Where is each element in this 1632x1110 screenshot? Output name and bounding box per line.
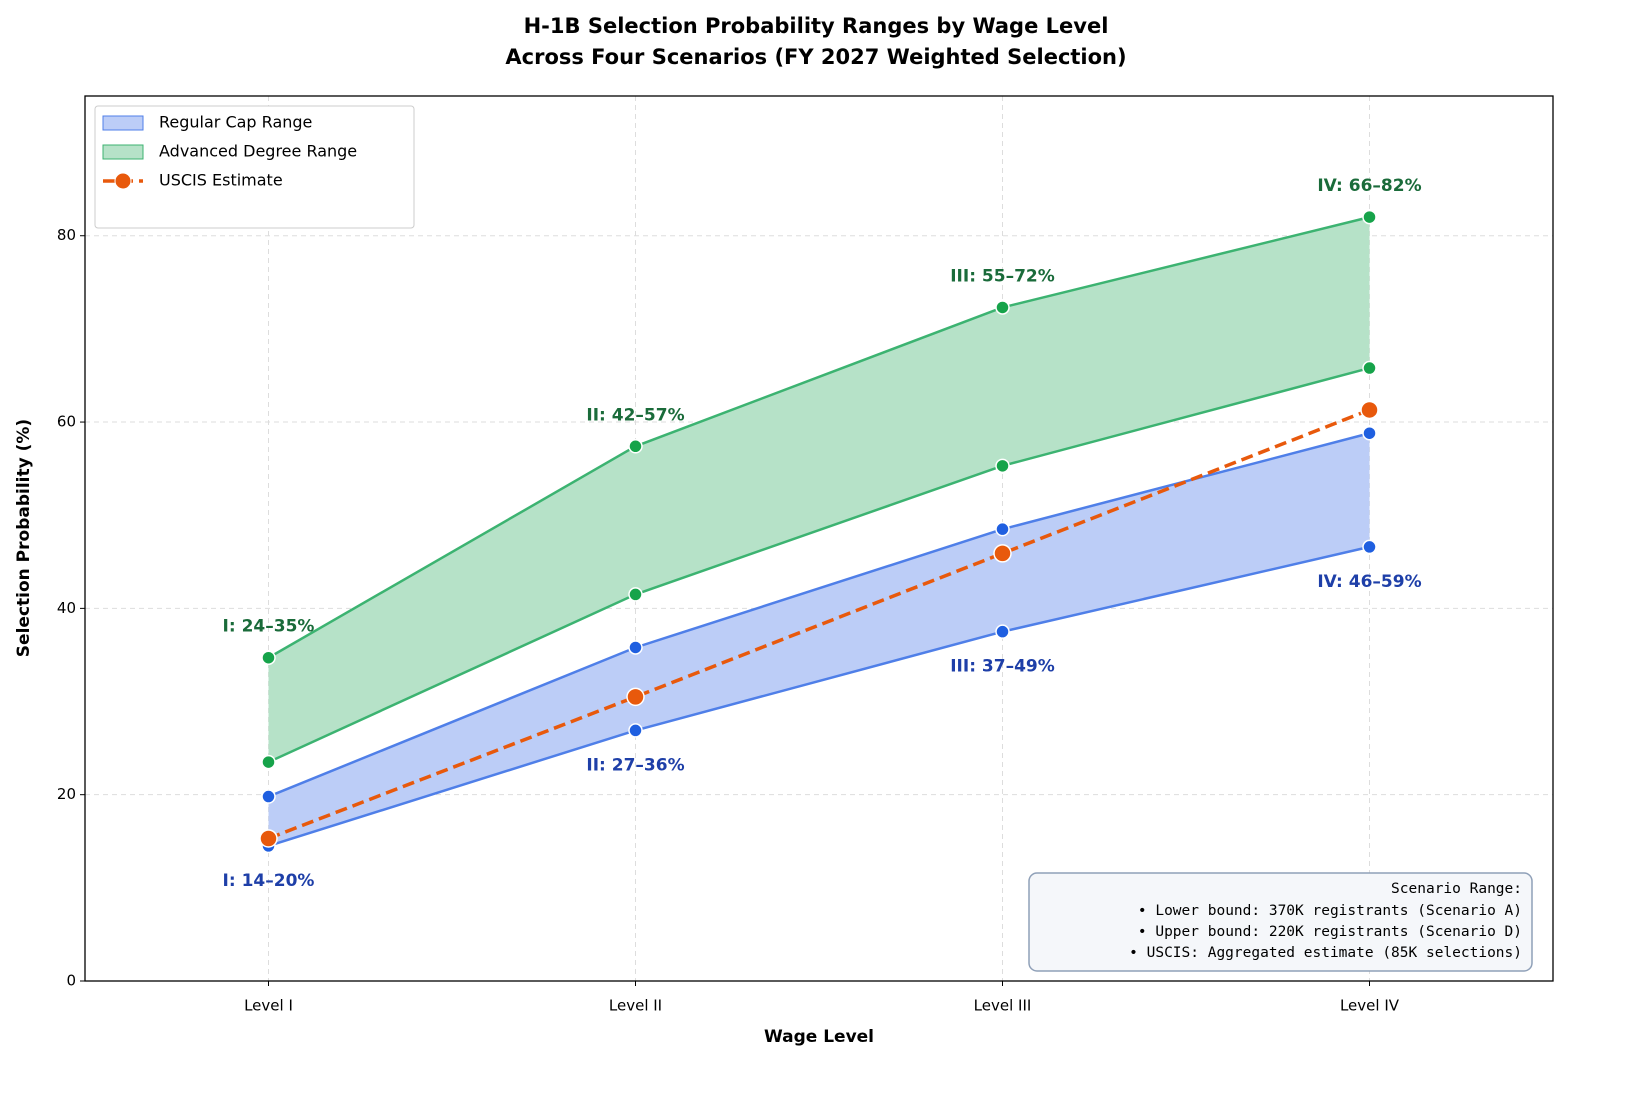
legend-label: USCIS Estimate xyxy=(159,171,283,190)
range-label: II: 42–57% xyxy=(586,405,684,425)
note-line: • Upper bound: 220K registrants (Scenari… xyxy=(1138,924,1522,940)
series-point xyxy=(1360,400,1379,420)
range-point xyxy=(995,624,1010,639)
note-line: • Lower bound: 370K registrants (Scenari… xyxy=(1138,903,1522,919)
legend-swatch xyxy=(102,144,144,160)
x-tick-label: Level I xyxy=(244,997,293,1015)
x-tick-label: Level III xyxy=(974,997,1032,1015)
y-tick-label: 40 xyxy=(57,599,76,617)
range-line xyxy=(268,545,1370,848)
plot-frame xyxy=(84,95,1554,982)
range-point xyxy=(261,650,276,665)
range-point xyxy=(995,458,1010,474)
range-label: II: 27–36% xyxy=(586,755,684,775)
range-point xyxy=(628,587,643,602)
range-label: IV: 66–82% xyxy=(1317,176,1421,196)
series-point xyxy=(993,544,1012,563)
range-label: I: 14–20% xyxy=(223,871,315,891)
y-tick-label: 60 xyxy=(57,413,76,431)
range-point xyxy=(995,300,1010,315)
range-area xyxy=(268,433,1370,846)
range-label: III: 37–49% xyxy=(950,657,1055,677)
note-title: Scenario Range: xyxy=(1391,881,1522,897)
legend-swatch xyxy=(102,115,144,131)
range-point xyxy=(995,521,1010,537)
range-point xyxy=(1362,209,1377,225)
range-label: I: 24–35% xyxy=(223,617,315,637)
note-box xyxy=(1028,872,1533,972)
range-line xyxy=(267,215,1370,659)
series-point xyxy=(626,687,645,707)
range-point xyxy=(1362,539,1377,555)
range-point xyxy=(628,723,643,738)
legend-box xyxy=(94,105,415,229)
x-tick-label: Level II xyxy=(609,997,662,1015)
y-tick-label: 20 xyxy=(57,785,76,803)
range-label: IV: 46–59% xyxy=(1317,572,1421,592)
x-tick-label: Level IV xyxy=(1340,997,1400,1015)
legend-label: Regular Cap Range xyxy=(159,113,312,132)
chart-title: H-1B Selection Probability Ranges by Wag… xyxy=(524,14,1109,38)
range-point xyxy=(261,754,276,770)
range-area xyxy=(268,217,1370,763)
y-tick-label: 0 xyxy=(66,972,76,990)
y-axis-label: Selection Probability (%) xyxy=(14,419,34,657)
note-line: • USCIS: Aggregated estimate (85K select… xyxy=(1129,945,1522,961)
legend-label: Advanced Degree Range xyxy=(159,142,357,161)
x-axis-label: Wage Level xyxy=(764,1027,874,1047)
y-tick-label: 80 xyxy=(57,226,76,244)
legend-marker xyxy=(114,172,132,190)
range-point xyxy=(1362,425,1377,441)
range-label: III: 55–72% xyxy=(950,266,1055,286)
range-point xyxy=(261,789,276,804)
range-line xyxy=(268,432,1370,798)
chart-subtitle: Across Four Scenarios (FY 2027 Weighted … xyxy=(505,45,1126,69)
range-point xyxy=(628,439,643,454)
range-point xyxy=(628,640,643,655)
range-line xyxy=(267,366,1370,764)
series-point xyxy=(259,829,278,848)
range-point xyxy=(1362,360,1377,376)
